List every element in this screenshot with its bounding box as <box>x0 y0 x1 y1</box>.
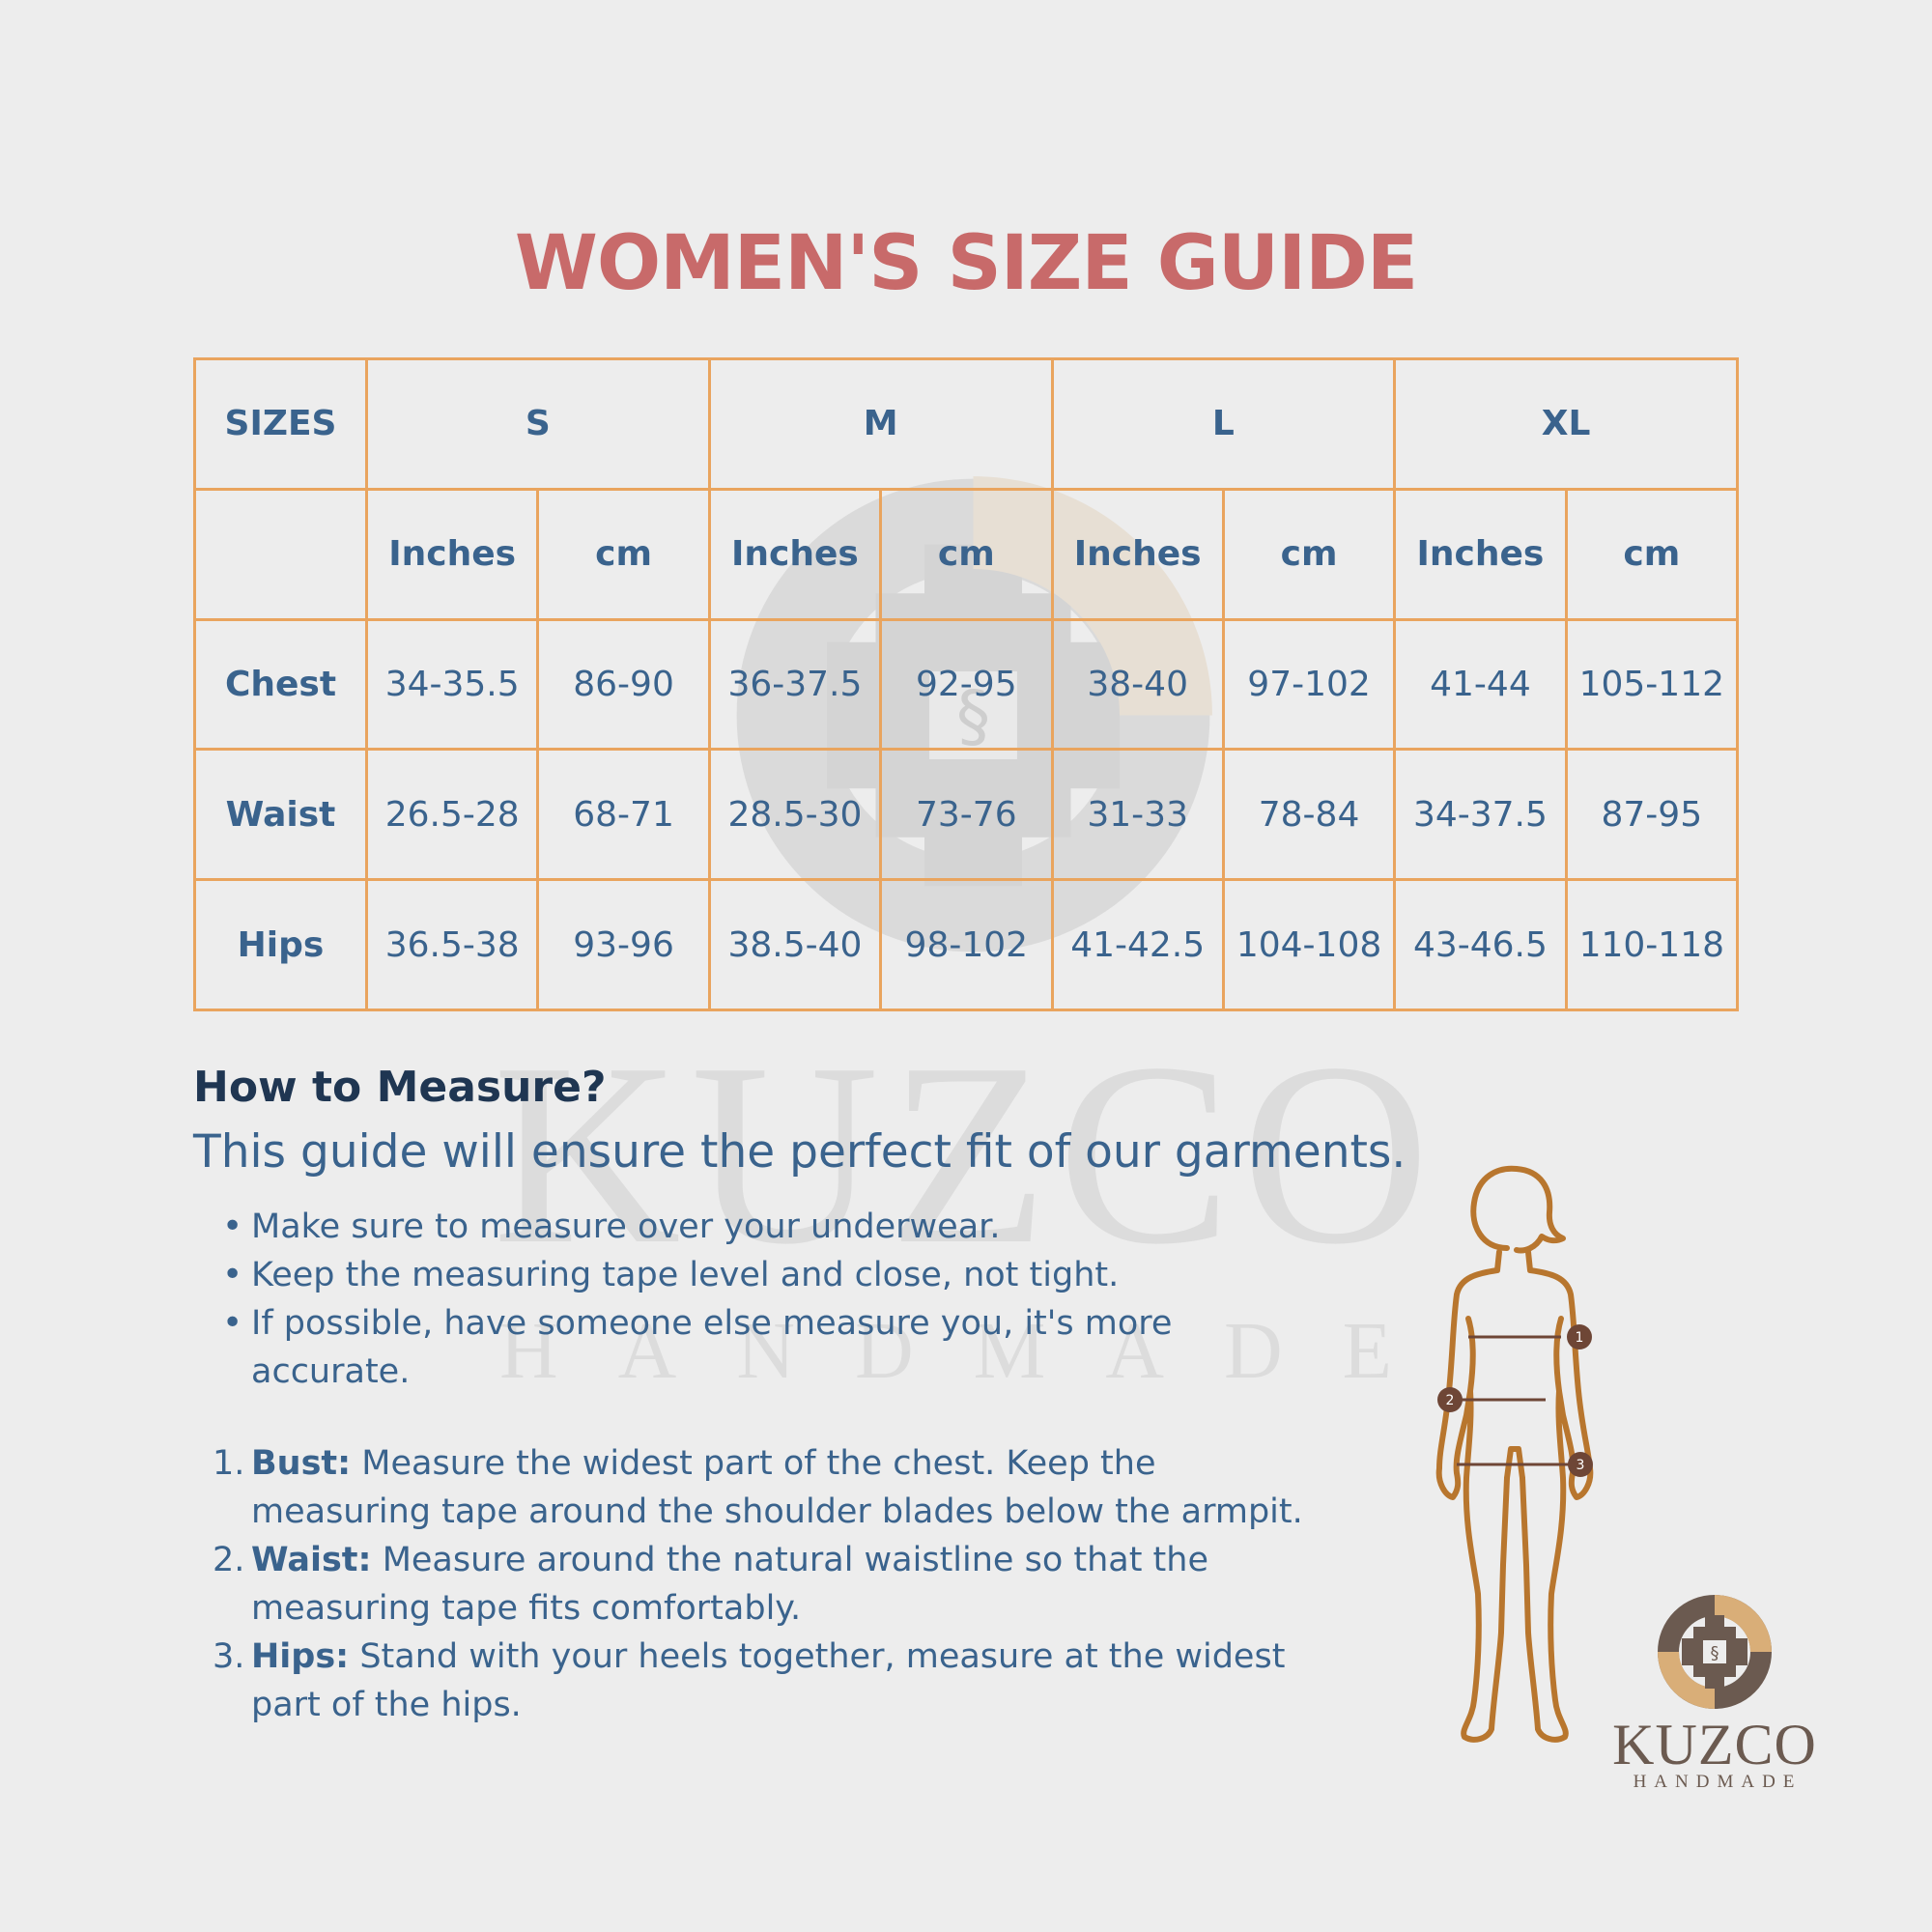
step-number: 2. <box>213 1541 245 1579</box>
marker-3: 3 <box>1577 1458 1585 1473</box>
unit-inches: Inches <box>364 487 540 621</box>
row-label-chest: Chest <box>193 617 368 752</box>
table-cell: 68-71 <box>536 748 711 882</box>
list-item: If possible, have someone else measure y… <box>222 1299 1265 1396</box>
table-cell: 41-44 <box>1393 617 1568 752</box>
size-header-l: L <box>1050 357 1397 491</box>
step-term: Waist: <box>251 1541 372 1579</box>
table-row: Hips 36.5-38 93-96 38.5-40 98-102 41-42.… <box>193 878 1740 1011</box>
table-cell: 26.5-28 <box>364 748 540 882</box>
table-cell: 92-95 <box>879 617 1054 752</box>
unit-inches: Inches <box>1050 487 1225 621</box>
unit-cm: cm <box>1221 487 1397 621</box>
row-label-hips: Hips <box>193 878 368 1011</box>
marker-2: 2 <box>1446 1393 1455 1408</box>
table-cell: 38-40 <box>1050 617 1225 752</box>
step-number: 3. <box>213 1637 245 1676</box>
step-text: Stand with your heels together, measure … <box>251 1637 1286 1724</box>
table-cell: 31-33 <box>1050 748 1225 882</box>
table-cell: 28.5-30 <box>707 748 883 882</box>
unit-header-row: Inches cm Inches cm Inches cm Inches cm <box>193 487 1740 621</box>
size-header-s: S <box>365 357 711 491</box>
table-cell: 34-37.5 <box>1393 748 1568 882</box>
brand-name: KUZCO <box>1612 1713 1817 1776</box>
how-to-measure-subtitle: This guide will ensure the perfect fit o… <box>193 1125 1406 1179</box>
table-cell: 87-95 <box>1564 748 1740 882</box>
step-number: 1. <box>213 1444 245 1483</box>
table-header-sizes: SIZES <box>193 357 368 491</box>
table-cell: 86-90 <box>536 617 711 752</box>
size-table: SIZES S M L XL Inches cm Inches cm Inche… <box>193 357 1740 1011</box>
list-item: Make sure to measure over your underwear… <box>222 1203 1265 1251</box>
table-cell: 43-46.5 <box>1393 878 1568 1011</box>
size-header-xl: XL <box>1393 357 1739 491</box>
table-row: Waist 26.5-28 68-71 28.5-30 73-76 31-33 … <box>193 748 1740 882</box>
step-text: Measure the widest part of the chest. Ke… <box>251 1444 1303 1531</box>
unit-cm: cm <box>879 487 1054 621</box>
table-cell: 73-76 <box>879 748 1054 882</box>
step-hips: 3. Hips: Stand with your heels together,… <box>213 1633 1304 1729</box>
step-term: Hips: <box>251 1637 350 1676</box>
body-figure-illustration: 1 2 3 <box>1435 1165 1594 1743</box>
kuzco-logo-icon: § <box>1658 1595 1772 1709</box>
table-cell: 105-112 <box>1564 617 1740 752</box>
brand-tagline: HANDMADE <box>1633 1772 1803 1792</box>
table-cell: 98-102 <box>879 878 1054 1011</box>
table-cell: 41-42.5 <box>1050 878 1225 1011</box>
step-term: Bust: <box>251 1444 352 1483</box>
unit-cm: cm <box>1564 487 1740 621</box>
table-cell: 36.5-38 <box>364 878 540 1011</box>
table-row: Chest 34-35.5 86-90 36-37.5 92-95 38-40 … <box>193 617 1740 752</box>
table-cell: 36-37.5 <box>707 617 883 752</box>
list-item: Keep the measuring tape level and close,… <box>222 1251 1265 1299</box>
unit-inches: Inches <box>1393 487 1568 621</box>
table-cell: 93-96 <box>536 878 711 1011</box>
steps-list: 1. Bust: Measure the widest part of the … <box>213 1439 1304 1729</box>
how-to-measure-heading: How to Measure? <box>193 1063 607 1112</box>
table-cell: 110-118 <box>1564 878 1740 1011</box>
svg-text:§: § <box>1711 1643 1719 1663</box>
table-header-row: SIZES S M L XL <box>193 357 1739 491</box>
page-title: WOMEN'S SIZE GUIDE <box>514 220 1418 307</box>
table-cell: 104-108 <box>1221 878 1397 1011</box>
table-cell: 34-35.5 <box>364 617 540 752</box>
marker-1: 1 <box>1576 1330 1584 1346</box>
unit-cm: cm <box>536 487 711 621</box>
step-bust: 1. Bust: Measure the widest part of the … <box>213 1439 1304 1536</box>
table-cell: 78-84 <box>1221 748 1397 882</box>
table-cell: 38.5-40 <box>707 878 883 1011</box>
table-cell: 97-102 <box>1221 617 1397 752</box>
row-label-waist: Waist <box>193 748 368 882</box>
unit-inches: Inches <box>707 487 883 621</box>
step-text: Measure around the natural waistline so … <box>251 1541 1208 1628</box>
unit-header-blank <box>193 487 368 621</box>
tips-list: Make sure to measure over your underwear… <box>222 1203 1265 1396</box>
size-header-m: M <box>707 357 1054 491</box>
step-waist: 2. Waist: Measure around the natural wai… <box>213 1536 1304 1633</box>
